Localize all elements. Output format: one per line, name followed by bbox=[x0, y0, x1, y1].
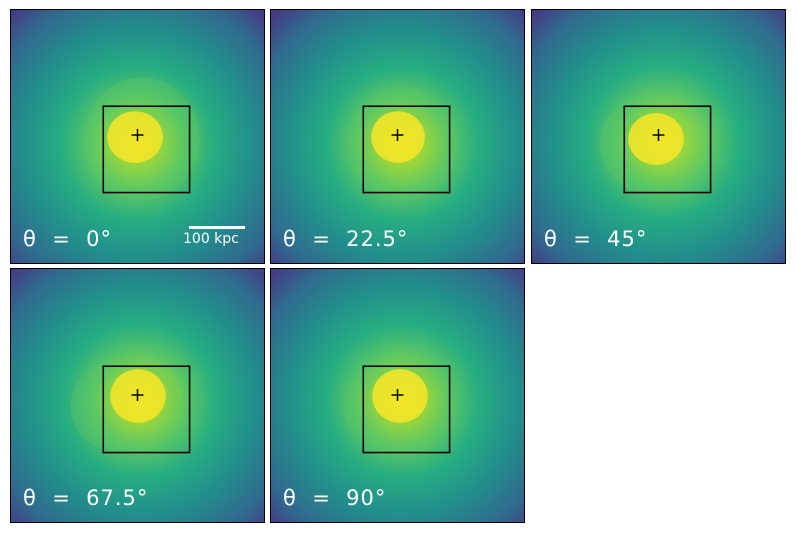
projection-panel: θ = 67.5° bbox=[10, 268, 265, 523]
density-map bbox=[11, 10, 264, 263]
density-map bbox=[271, 10, 524, 263]
center-marker bbox=[391, 129, 404, 141]
angle-label: θ = 90° bbox=[283, 486, 387, 510]
aperture-box bbox=[102, 365, 191, 454]
projection-panel: θ = 45° bbox=[531, 9, 786, 264]
center-marker bbox=[391, 389, 404, 401]
projection-panel: θ = 90° bbox=[270, 268, 525, 523]
density-map bbox=[11, 269, 264, 522]
angle-label: θ = 22.5° bbox=[283, 227, 409, 251]
center-marker bbox=[131, 389, 144, 401]
aperture-box bbox=[623, 105, 712, 194]
angle-label: θ = 45° bbox=[544, 227, 648, 251]
angle-label: θ = 67.5° bbox=[23, 486, 149, 510]
aperture-box bbox=[102, 105, 191, 194]
projection-panel: θ = 0° 100 kpc bbox=[10, 9, 265, 264]
center-marker bbox=[652, 129, 665, 141]
projection-panel: θ = 22.5° bbox=[270, 9, 525, 264]
aperture-box bbox=[362, 105, 451, 194]
angle-label: θ = 0° bbox=[23, 227, 113, 251]
scale-bar bbox=[189, 226, 245, 229]
density-map bbox=[271, 269, 524, 522]
scale-bar-label: 100 kpc bbox=[183, 231, 239, 247]
center-marker bbox=[131, 129, 144, 141]
density-map bbox=[532, 10, 785, 263]
aperture-box bbox=[362, 365, 451, 454]
